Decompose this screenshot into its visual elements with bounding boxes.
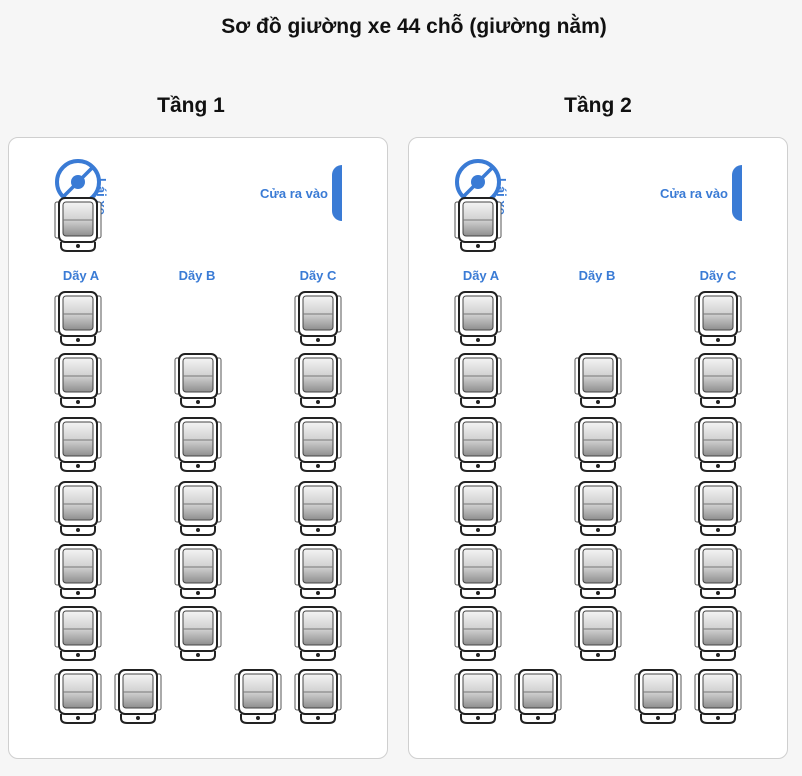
sleeper-bed-icon[interactable] [574,480,622,536]
door-marker [732,165,742,221]
sleeper-bed-icon[interactable] [454,416,502,472]
door-label: Cửa ra vào [660,186,728,201]
sleeper-bed-icon[interactable] [234,668,282,724]
sleeper-bed-icon[interactable] [174,605,222,661]
sleeper-bed-icon[interactable] [54,480,102,536]
sleeper-bed-icon[interactable] [54,196,102,252]
floor-1-panel: Lái xe Cửa ra vào Dãy A Dãy B Dãy C [8,137,388,759]
sleeper-bed-icon[interactable] [174,416,222,472]
sleeper-bed-icon[interactable] [114,668,162,724]
sleeper-bed-icon[interactable] [574,605,622,661]
sleeper-bed-icon[interactable] [694,605,742,661]
sleeper-bed-icon[interactable] [294,416,342,472]
sleeper-bed-icon[interactable] [454,543,502,599]
sleeper-bed-icon[interactable] [694,668,742,724]
sleeper-bed-icon[interactable] [634,668,682,724]
sleeper-bed-icon[interactable] [294,352,342,408]
sleeper-bed-icon[interactable] [454,290,502,346]
sleeper-bed-icon[interactable] [54,416,102,472]
sleeper-bed-icon[interactable] [694,352,742,408]
sleeper-bed-icon[interactable] [454,668,502,724]
sleeper-bed-icon[interactable] [694,543,742,599]
sleeper-bed-icon[interactable] [294,290,342,346]
sleeper-bed-icon[interactable] [454,480,502,536]
row-b-label: Dãy B [178,268,216,283]
page-title: Sơ đồ giường xe 44 chỗ (giường nằm) [221,15,607,38]
floor-2-title: Tầng 2 [564,94,632,117]
door-label: Cửa ra vào [260,186,328,201]
row-a-label: Dãy A [62,268,100,283]
sleeper-bed-icon[interactable] [574,543,622,599]
sleeper-bed-icon[interactable] [54,668,102,724]
sleeper-bed-icon[interactable] [454,196,502,252]
row-a-label: Dãy A [462,268,500,283]
sleeper-bed-icon[interactable] [574,416,622,472]
sleeper-bed-icon[interactable] [694,480,742,536]
sleeper-bed-icon[interactable] [174,480,222,536]
sleeper-bed-icon[interactable] [454,605,502,661]
sleeper-bed-icon[interactable] [54,290,102,346]
door-marker [332,165,342,221]
sleeper-bed-icon[interactable] [694,416,742,472]
sleeper-bed-icon[interactable] [294,480,342,536]
floor-2-panel: Lái xe Cửa ra vào Dãy A Dãy B Dãy C [408,137,788,759]
sleeper-bed-icon[interactable] [454,352,502,408]
floor-1-title: Tầng 1 [157,94,225,117]
sleeper-bed-icon[interactable] [54,543,102,599]
sleeper-bed-icon[interactable] [294,543,342,599]
sleeper-bed-icon[interactable] [294,668,342,724]
sleeper-bed-icon[interactable] [174,543,222,599]
sleeper-bed-icon[interactable] [694,290,742,346]
sleeper-bed-icon[interactable] [54,605,102,661]
sleeper-bed-icon[interactable] [294,605,342,661]
row-c-label: Dãy C [299,268,337,283]
sleeper-bed-icon[interactable] [54,352,102,408]
sleeper-bed-icon[interactable] [574,352,622,408]
sleeper-bed-icon[interactable] [514,668,562,724]
row-c-label: Dãy C [699,268,737,283]
row-b-label: Dãy B [578,268,616,283]
sleeper-bed-icon[interactable] [174,352,222,408]
